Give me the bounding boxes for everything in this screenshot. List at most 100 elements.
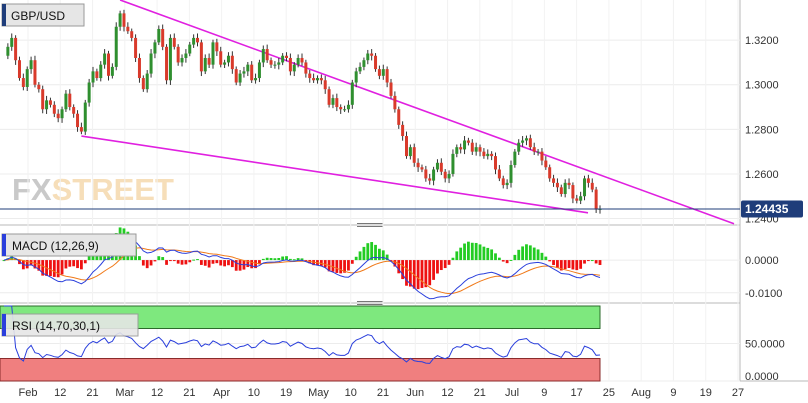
macd-histogram-bar [509, 259, 513, 261]
candle-body [95, 71, 99, 79]
time-tick-label: 21 [377, 387, 389, 399]
macd-histogram-bar [261, 258, 265, 261]
macd-histogram-bar [590, 260, 594, 262]
price-tick-label: 1.2800 [745, 124, 779, 136]
time-tick-label: 27 [732, 387, 744, 399]
candle-body [346, 104, 350, 110]
macd-histogram-bar [296, 258, 300, 261]
candle-body [277, 62, 281, 65]
macd-histogram-bar [227, 260, 230, 266]
macd-histogram-bar [405, 260, 408, 286]
candle-body [87, 82, 91, 103]
macd-histogram-bar [254, 260, 257, 269]
candle-body [223, 62, 227, 65]
candle-body [199, 42, 203, 72]
macd-histogram-bar [234, 260, 238, 271]
candle-body [327, 89, 331, 105]
candle-body [323, 80, 327, 90]
candle-body [29, 60, 33, 70]
time-tick-label: 12 [151, 387, 163, 399]
candle-body [358, 66, 362, 72]
rsi-oversold-zone [0, 358, 601, 382]
macd-histogram-bar [594, 260, 598, 264]
candle-body [459, 147, 463, 150]
candle-body [207, 57, 211, 65]
macd-histogram-bar [389, 260, 393, 262]
candle-body [215, 42, 219, 52]
candle-body [25, 69, 29, 87]
candle-body [130, 31, 134, 38]
macd-histogram-bar [420, 260, 424, 288]
candle-body [339, 107, 343, 110]
candle-body [137, 57, 141, 79]
macd-histogram-bar [180, 260, 184, 265]
current-price-tag: 1.24435 [741, 200, 803, 218]
macd-histogram-bar [378, 248, 381, 261]
candle-body [292, 64, 296, 72]
macd-histogram-bar [29, 260, 33, 266]
time-tick-label: Jun [406, 387, 424, 399]
macd-histogram-bar [536, 249, 540, 261]
macd-histogram-bar [192, 259, 196, 261]
macd-histogram-bar [517, 249, 521, 261]
candle-body [64, 93, 68, 110]
candle-body [524, 138, 528, 141]
candle-body [466, 140, 470, 143]
candle-body [45, 100, 49, 110]
macd-histogram-bar [188, 260, 192, 263]
macd-tick-label: -0.0100 [745, 288, 782, 300]
macd-histogram-bar [575, 260, 579, 271]
macd-histogram-bar [432, 260, 435, 280]
candle-body [393, 95, 397, 110]
candle-body [594, 189, 598, 210]
candle-body [238, 73, 242, 83]
macd-histogram-bar [494, 253, 497, 261]
macd-histogram-bar [161, 257, 165, 261]
macd-histogram-bar [428, 260, 432, 286]
macd-histogram-bar [424, 260, 428, 288]
candle-body [521, 140, 525, 143]
macd-histogram-bar [196, 259, 199, 261]
macd-histogram-bar [393, 260, 397, 267]
channel-lower-line [81, 135, 589, 214]
candle-body [203, 57, 207, 72]
candle-body [497, 169, 501, 179]
macd-resize-handle[interactable] [357, 223, 383, 227]
candle-body [439, 162, 443, 172]
candle-body [281, 55, 285, 63]
candle-body [370, 53, 374, 56]
candle-body [362, 60, 366, 67]
candle-body [6, 46, 10, 56]
time-tick-label: 12 [441, 387, 453, 399]
time-tick-label: 21 [183, 387, 195, 399]
macd-histogram-bar [246, 260, 250, 268]
candle-body [145, 73, 149, 90]
macd-histogram-bar [459, 247, 463, 261]
macd-histogram-bar [478, 244, 482, 261]
candle-body [517, 142, 521, 152]
candle-body [563, 182, 567, 195]
macd-histogram-bar [64, 260, 68, 269]
rsi-resize-handle[interactable] [357, 301, 383, 305]
macd-histogram-bar [184, 260, 188, 265]
macd-histogram-bar [586, 260, 590, 262]
candle-body [401, 124, 405, 137]
macd-histogram-bar [544, 256, 548, 261]
candle-body [211, 42, 215, 65]
candle-body [432, 169, 436, 181]
macd-histogram-bar [211, 260, 215, 264]
candle-body [586, 178, 590, 183]
candle-body [548, 167, 552, 179]
candle-body [482, 151, 486, 157]
candle-body [99, 64, 103, 79]
macd-histogram-bar [486, 247, 490, 261]
macd-histogram-bar [273, 258, 277, 261]
candle-body [48, 100, 52, 105]
candle-body [377, 69, 381, 76]
macd-histogram-bar [408, 260, 412, 287]
candle-body [366, 53, 370, 61]
price-tick-label: 1.3200 [745, 35, 779, 47]
rsi-line [4, 305, 601, 364]
macd-histogram-bar [532, 247, 536, 261]
candle-body [424, 169, 428, 179]
